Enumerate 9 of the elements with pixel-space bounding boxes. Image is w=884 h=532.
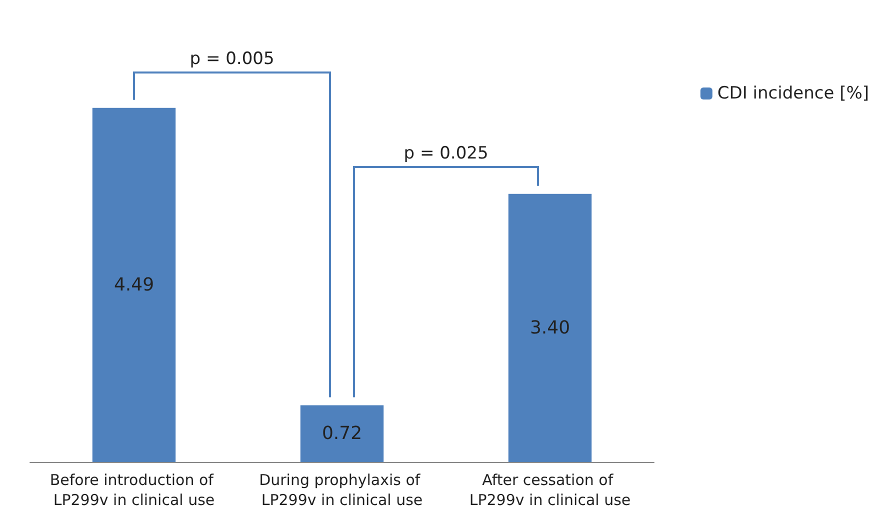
annotation: p = 0.025 (404, 144, 488, 164)
legend-label: CDI incidence [%] (717, 84, 870, 104)
data-label: 4.49 (114, 274, 154, 296)
x-tick-label: During prophylaxis of LP299v in clinical use (259, 471, 425, 509)
x-tick-label: Before introduction of LP299v in clinical use (50, 471, 218, 509)
data-label: 3.40 (530, 317, 570, 338)
text: p = 0.005 (190, 48, 274, 69)
x-tick-label: After cessation of LP299v in clinical use (469, 471, 631, 509)
data-label: 0.72 (322, 423, 362, 444)
